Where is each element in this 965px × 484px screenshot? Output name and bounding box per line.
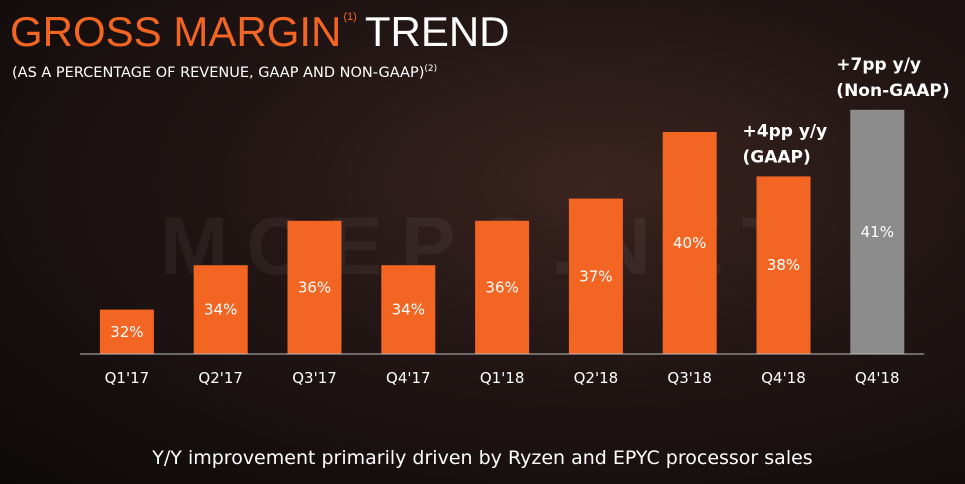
x-tick-label: Q4'17 <box>386 369 431 387</box>
x-tick-label: Q2'18 <box>574 369 619 387</box>
bar-8 <box>756 176 811 354</box>
subtitle-text: (AS A PERCENTAGE OF REVENUE, GAAP AND NO… <box>12 64 425 81</box>
annotation-line: (Non-GAAP) <box>836 81 949 101</box>
annotation-line: (GAAP) <box>743 147 811 167</box>
bar-value-label: 41% <box>861 223 894 241</box>
x-tick-label: Q1'18 <box>480 369 525 387</box>
x-tick-label: Q2'17 <box>198 369 243 387</box>
title-footnote-marker: (1) <box>343 11 357 23</box>
annotation-line: +7pp y/y <box>836 55 921 75</box>
bar-2 <box>193 265 248 354</box>
x-tick-label: Q3'17 <box>292 369 337 387</box>
bar-value-label: 34% <box>392 301 425 319</box>
bar-3 <box>287 220 342 354</box>
bar-9 <box>850 109 905 354</box>
bar-value-label: 36% <box>298 278 331 296</box>
bar-value-label: 37% <box>579 267 612 285</box>
chart-subtitle: (AS A PERCENTAGE OF REVENUE, GAAP AND NO… <box>12 64 437 81</box>
x-tick-label: Q3'18 <box>667 369 712 387</box>
bar-7 <box>662 132 717 354</box>
bar-4 <box>381 265 436 354</box>
x-tick-label: Q4'18 <box>761 369 806 387</box>
subtitle-footnote-marker: (2) <box>424 64 438 74</box>
chart-title: GROSS MARGIN (1) TREND <box>10 8 510 56</box>
x-tick-label: Q4'18 <box>855 369 900 387</box>
bar-value-label: 34% <box>204 301 237 319</box>
title-part1: GROSS MARGIN <box>10 8 342 55</box>
bar-value-label: 32% <box>110 323 143 341</box>
bar-value-label: 36% <box>485 278 518 296</box>
bar-value-label: 38% <box>767 256 800 274</box>
bar-value-label: 40% <box>673 234 706 252</box>
bar-6 <box>568 198 623 354</box>
bar-5 <box>475 220 530 354</box>
bar-1 <box>99 309 154 354</box>
title-part2: TREND <box>364 8 510 55</box>
x-tick-label: Q1'17 <box>105 369 150 387</box>
annotation-line: +4pp y/y <box>743 121 828 141</box>
footer-caption: Y/Y improvement primarily driven by Ryze… <box>152 447 813 469</box>
